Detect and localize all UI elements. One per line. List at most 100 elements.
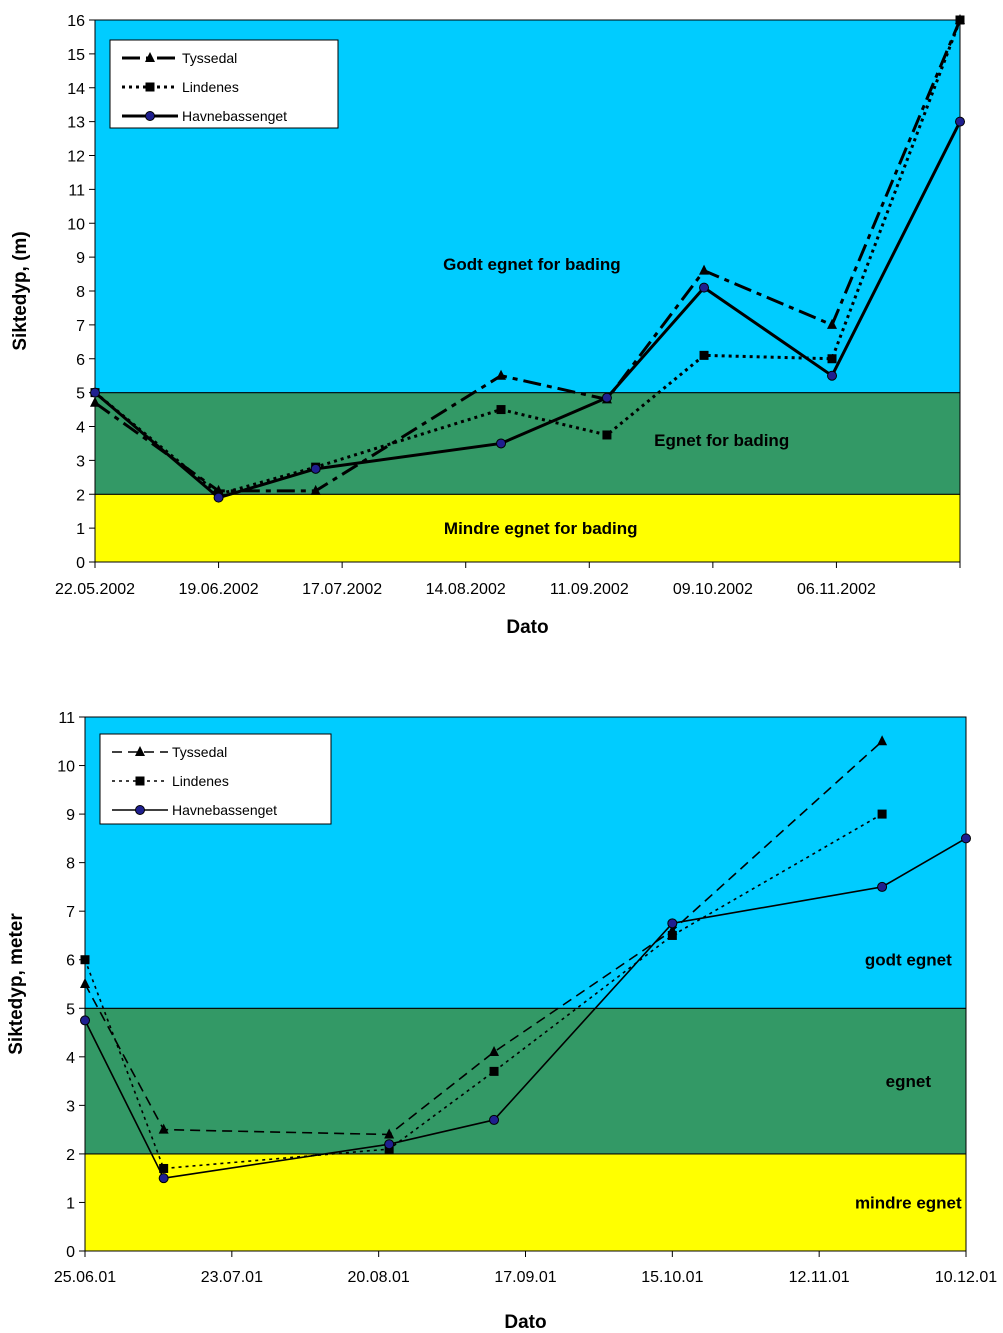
- x-axis-title: Dato: [504, 1312, 546, 1333]
- legend-marker: [135, 776, 145, 786]
- data-point: [667, 930, 677, 940]
- y-tick-label: 2: [76, 487, 85, 504]
- x-tick-label: 22.05.2002: [55, 581, 135, 598]
- x-tick-label: 06.11.2002: [797, 581, 876, 598]
- legend: Tyssedal Lindenes Havnebassenget: [109, 39, 339, 129]
- data-point: [310, 484, 321, 495]
- data-point: [961, 833, 971, 844]
- y-tick-label: 7: [66, 904, 75, 921]
- y-tick-label: 3: [76, 453, 85, 470]
- data-point: [489, 1045, 500, 1056]
- x-tick-label: 14.08.2002: [426, 581, 506, 598]
- y-axis-title: Siktedyp, meter: [6, 913, 27, 1055]
- y-tick-label: 1: [66, 1195, 75, 1212]
- series-line: [84, 740, 883, 1136]
- y-tick-label: 5: [76, 386, 85, 403]
- legend-marker: [135, 746, 145, 756]
- zone-label: Godt egnet for bading: [443, 255, 621, 274]
- data-point: [602, 430, 612, 440]
- data-point: [955, 116, 965, 127]
- data-point: [489, 1066, 499, 1076]
- y-tick-label: 8: [66, 856, 75, 873]
- data-point: [827, 354, 837, 364]
- data-point: [955, 15, 965, 25]
- y-tick-label: 11: [58, 710, 75, 727]
- y-tick-label: 9: [76, 250, 85, 267]
- series-havnebassenget: [80, 833, 971, 1184]
- chart-2: mindre egnet egnet godt egnet 0 1 2 3 4 5 6 7 8 9 10 1…: [6, 710, 997, 1333]
- data-point: [496, 369, 507, 380]
- series-line: [94, 120, 962, 500]
- data-point: [80, 1015, 90, 1026]
- y-tick-label: 3: [66, 1098, 75, 1115]
- y-tick-label: 15: [67, 47, 85, 64]
- y-tick-label: 0: [76, 555, 85, 572]
- legend-marker: [135, 805, 145, 815]
- chart-1: Mindre egnet for bading Egnet for bading G…: [10, 13, 965, 638]
- y-tick-label: 7: [76, 318, 85, 335]
- y-tick-label: 11: [68, 182, 85, 199]
- data-point: [384, 1139, 395, 1150]
- x-tick-label: 11.09.2002: [550, 581, 629, 598]
- legend-marker: [145, 52, 155, 62]
- y-tick-label: 6: [66, 953, 75, 970]
- x-axis-title: Dato: [506, 617, 548, 638]
- data-point: [496, 438, 507, 449]
- zone-label: Mindre egnet for bading: [444, 519, 638, 538]
- legend-marker: [145, 82, 155, 92]
- x-tick-label: 23.07.01: [201, 1269, 263, 1286]
- y-tick-label: 9: [66, 807, 75, 824]
- data-point: [489, 1114, 500, 1125]
- data-point: [877, 809, 887, 819]
- data-point: [877, 881, 888, 892]
- legend-label: Lindenes: [172, 773, 229, 789]
- data-point: [496, 405, 506, 415]
- data-point: [667, 918, 678, 929]
- data-point: [159, 1163, 169, 1173]
- data-point: [601, 392, 612, 403]
- legend: Tyssedal Lindenes Havnebassenget: [99, 733, 332, 825]
- y-tick-label: 4: [66, 1050, 75, 1067]
- legend-marker: [145, 111, 155, 121]
- data-point: [699, 264, 710, 275]
- x-tick-label: 15.10.01: [641, 1269, 703, 1286]
- data-point: [213, 492, 224, 503]
- data-point: [827, 370, 838, 381]
- data-point: [90, 396, 100, 407]
- data-point: [877, 735, 888, 746]
- data-point: [158, 1173, 169, 1184]
- data-point: [699, 282, 710, 293]
- zone-label: mindre egnet: [855, 1193, 962, 1212]
- data-point: [80, 955, 90, 965]
- y-tick-label: 4: [76, 420, 85, 437]
- data-point: [158, 1123, 169, 1134]
- y-tick-label: 5: [66, 1001, 75, 1018]
- series-havnebassenget: [90, 116, 965, 503]
- x-tick-label: 10.12.01: [935, 1269, 997, 1286]
- zone-label: Egnet for bading: [654, 431, 789, 450]
- y-tick-label: 10: [67, 216, 85, 233]
- y-tick-label: 8: [76, 284, 85, 301]
- y-tick-label: 10: [57, 759, 75, 776]
- data-point: [827, 318, 838, 329]
- legend-label: Havnebassenget: [182, 108, 287, 124]
- zone-band: [84, 1153, 967, 1252]
- legend-label: Lindenes: [182, 79, 239, 95]
- y-tick-label: 2: [66, 1147, 75, 1164]
- x-tick-label: 17.07.2002: [302, 581, 382, 598]
- legend-label: Tyssedal: [182, 50, 237, 66]
- x-tick-label: 25.06.01: [54, 1269, 116, 1286]
- data-point: [384, 1128, 395, 1139]
- y-axis-title: Siktedyp, (m): [10, 231, 31, 350]
- y-tick-label: 16: [67, 13, 85, 30]
- y-tick-label: 6: [76, 352, 85, 369]
- data-point: [80, 978, 90, 988]
- data-point: [699, 350, 709, 360]
- zone-band: [94, 493, 961, 563]
- zone-label: godt egnet: [865, 951, 952, 970]
- x-tick-label: 17.09.01: [494, 1269, 556, 1286]
- y-tick-label: 13: [67, 115, 85, 132]
- x-tick-label: 19.06.2002: [179, 581, 259, 598]
- y-tick-label: 12: [67, 149, 85, 166]
